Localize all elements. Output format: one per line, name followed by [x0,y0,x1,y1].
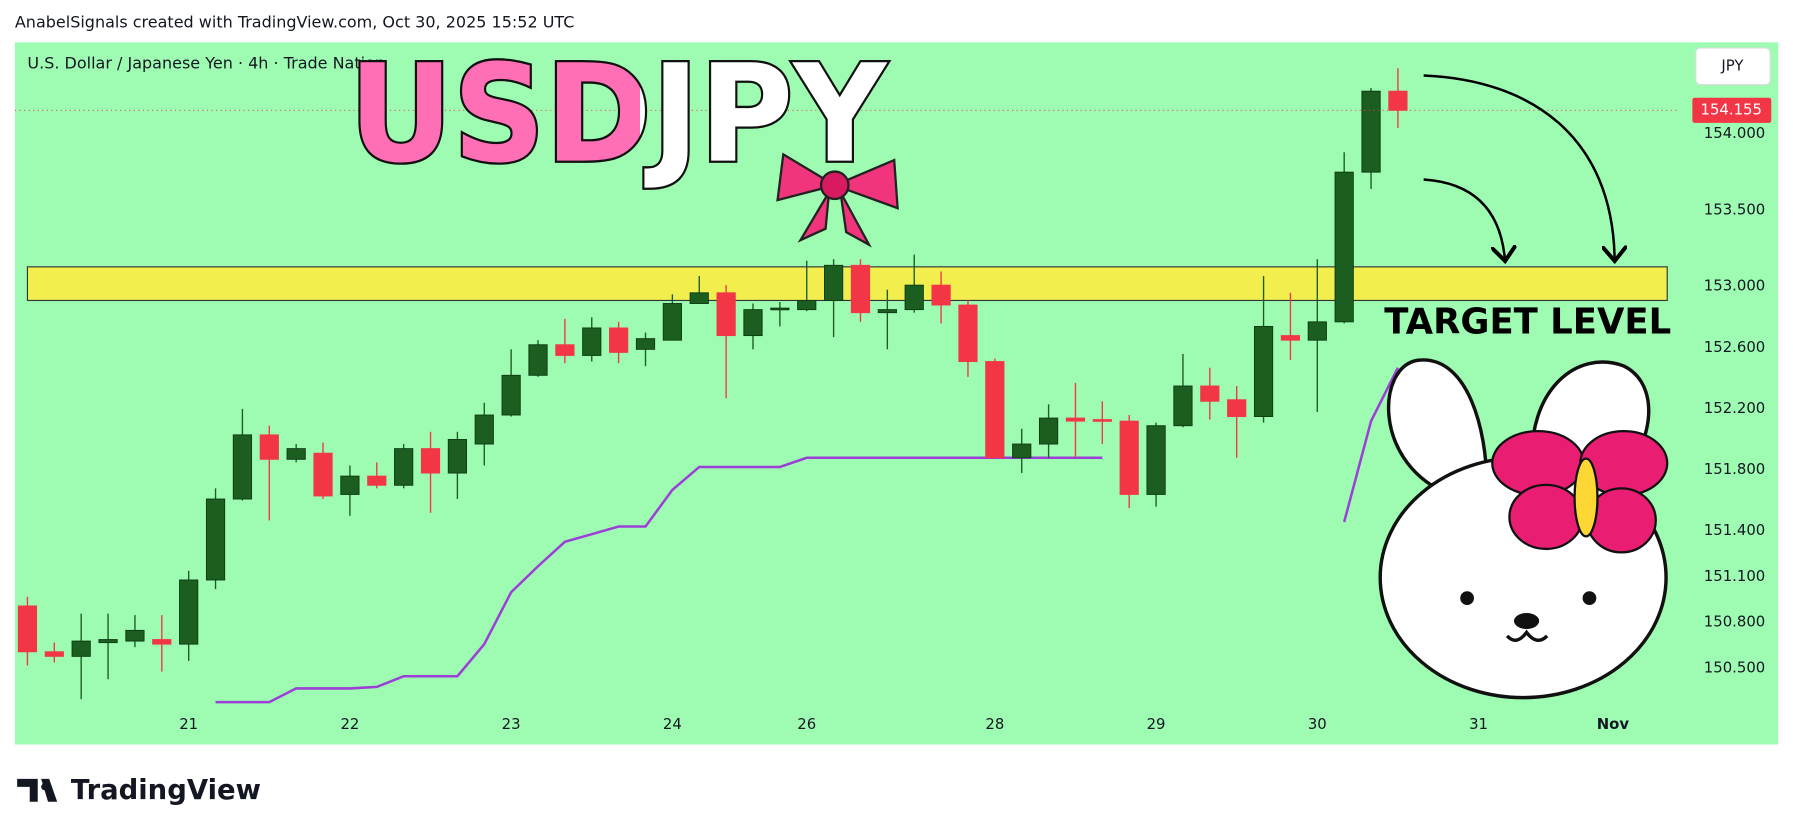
candle-body [179,579,199,645]
candle-body [985,361,1005,459]
candle-body [1361,90,1381,173]
x-tick-label: 29 [1147,715,1166,733]
candle-body [743,309,763,337]
candle-body [367,475,387,486]
y-tick-label: 152.600 [1704,338,1765,356]
candle-body [1012,443,1032,459]
candle-body [609,327,629,353]
candle-body [1253,325,1274,418]
candle-body [1307,321,1327,341]
candle-body [313,452,333,497]
candle-body [1119,420,1139,495]
candle-body [877,309,897,314]
bow-icon [776,152,899,248]
bunny-illustration [1378,358,1669,700]
candle-body [205,498,226,581]
candle-body [1200,385,1220,402]
x-tick-label: 31 [1469,715,1488,733]
y-tick-label: 153.500 [1704,200,1765,218]
candle-body [286,448,306,460]
y-tick-label: 151.100 [1704,567,1765,585]
logo [17,778,58,802]
candle-body [44,651,64,657]
candle-body [528,344,548,376]
candle-body [259,434,279,460]
candle-body [98,639,118,644]
y-tick-label: 151.800 [1704,460,1765,478]
y-tick-label: 154.000 [1704,124,1765,142]
candle-body [1280,335,1301,341]
candle-body [1038,417,1059,445]
candle-body [555,344,575,356]
candle-body [904,284,924,311]
currency-label: JPY [1720,56,1744,74]
plot: 154.000 153.500 153.000 152.600 152.200 151.8… [14,68,1772,733]
x-tick-label: 26 [797,715,816,733]
header: AnabelSignals created with TradingView.c… [15,12,575,31]
candle-body [824,264,844,301]
candle-body [582,327,602,356]
x-tick-label: 21 [179,715,198,733]
candle-body [501,374,521,416]
last-price-tag [1692,97,1772,123]
y-tick-label: 150.800 [1704,613,1765,631]
x-tick-label: 22 [340,715,359,733]
y-tick-label: 153.000 [1704,277,1765,295]
candle-body [232,434,253,500]
candle-body [394,448,414,486]
x-tick-label: 23 [502,715,521,733]
arrow [1423,74,1615,258]
candle-body [447,438,468,474]
candle-body [958,304,978,363]
target-zone [26,266,1668,302]
candle-body [716,292,736,337]
chart-subtitle: U.S. Dollar / Japanese Yen · 4h · Trade … [27,54,385,73]
candle-body [1173,385,1193,427]
x-tick-label: Nov [1597,715,1630,733]
candle-body [689,292,709,304]
candle-body [17,605,38,653]
logo-text: TradingView [71,775,261,806]
candle-body [662,303,682,341]
candle-body [420,448,441,474]
candle-body [931,284,951,306]
y-tick-label: 150.500 [1704,659,1765,677]
y-tick-label: 152.200 [1704,399,1765,417]
candle-body [474,414,494,445]
candle-body [71,640,91,657]
target-label: TARGET LEVEL [1384,302,1671,343]
x-tick-label: 30 [1308,715,1327,733]
candle-body [770,307,790,311]
candle-body [125,629,145,642]
candle-body [340,475,360,495]
arrow [1423,178,1505,259]
currency-button[interactable] [1695,47,1771,86]
candle-body [1334,171,1354,323]
candle-body [1146,425,1166,495]
x-tick-label: 28 [985,715,1004,733]
y-tick-label: 151.400 [1704,521,1765,539]
candle-body [1092,419,1112,422]
candle-body [152,639,172,645]
candle-body [1227,399,1247,418]
candle-body [1388,90,1408,111]
last-price-label: 154.155 [1701,100,1762,118]
candle-body [635,338,656,350]
x-tick-label: 24 [663,715,682,733]
candle-body [1065,417,1086,422]
indicator-line [1342,367,1400,523]
indicator-line [215,456,1103,704]
candle-body [850,264,871,314]
candle-body [797,299,817,311]
